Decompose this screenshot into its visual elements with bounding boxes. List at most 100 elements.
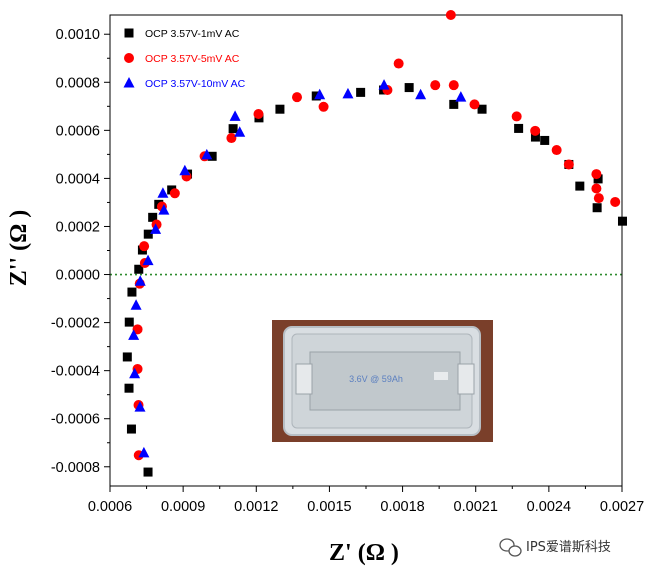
data-point (415, 88, 427, 100)
data-point (124, 317, 134, 327)
inset-sticker (434, 372, 448, 380)
data-point (143, 467, 153, 477)
data-point (139, 241, 150, 252)
inset-battery-label: 3.6V @ 59Ah (349, 374, 403, 384)
y-tick-label: 0.0000 (56, 268, 100, 284)
data-point (150, 223, 162, 234)
data-point (530, 125, 541, 136)
data-point (430, 80, 441, 91)
data-point (575, 181, 585, 191)
y-tick-label: 0.0002 (56, 219, 100, 235)
x-tick-label: 0.0006 (88, 499, 132, 515)
data-point (138, 446, 150, 458)
data-point (253, 109, 264, 120)
data-point (142, 254, 154, 266)
x-tick-label: 0.0024 (527, 499, 571, 515)
data-point (563, 159, 574, 170)
inset-tab-left (295, 363, 313, 395)
data-point (275, 104, 285, 114)
series-triangle (128, 79, 467, 458)
y-tick-label: -0.0002 (51, 316, 100, 332)
wechat-icon (499, 538, 522, 557)
axis-layer: 0.0006 0.0009 0.0012 0.0015 0.0018 0.0021 0.00… (6, 14, 644, 566)
legend-label: OCP 3.57V-1mV AC (145, 28, 240, 40)
data-point (134, 275, 146, 286)
x-axis: 0.0006 0.0009 0.0012 0.0015 0.0018 0.0021 0.00… (88, 486, 644, 515)
x-axis-title: Z' (Ω ) (329, 540, 399, 566)
x-tick-label: 0.0018 (380, 499, 424, 515)
data-point (314, 88, 326, 100)
data-point (134, 401, 146, 412)
y-axis-title: Z'' (Ω ) (6, 210, 32, 287)
data-point (378, 79, 390, 90)
data-point (514, 123, 524, 133)
data-point (318, 101, 329, 112)
data-point (610, 196, 621, 207)
data-point (449, 99, 459, 109)
watermark-text: IPS爱谱斯科技 (526, 540, 611, 555)
legend-marker (124, 28, 134, 38)
data-point (127, 287, 137, 297)
inset-battery-pouch (309, 351, 461, 411)
watermark: IPS爱谱斯科技 (499, 538, 611, 557)
data-point (143, 229, 153, 239)
data-point (207, 151, 217, 161)
data-point (511, 111, 522, 122)
data-point (130, 299, 142, 310)
data-point (179, 164, 191, 176)
data-point (342, 87, 354, 99)
data-point (124, 383, 134, 393)
x-tick-label: 0.0012 (234, 499, 278, 515)
data-point (445, 10, 456, 20)
series-circle (132, 10, 621, 461)
data-point (126, 424, 136, 434)
x-tick-label: 0.0021 (454, 499, 498, 515)
data-point (469, 99, 480, 110)
data-point (593, 174, 603, 184)
legend: OCP 3.57V-1mV AC OCP 3.57V-5mV AC OCP 3.57… (123, 28, 246, 90)
x-tick-label: 0.0015 (307, 499, 351, 515)
x-tick-label: 0.0027 (600, 499, 644, 515)
data-point (404, 83, 414, 93)
y-tick-label: -0.0008 (51, 460, 100, 476)
legend-label: OCP 3.57V-10mV AC (145, 78, 246, 90)
data-point (617, 216, 627, 226)
data-point (593, 193, 604, 204)
data-point (226, 133, 237, 144)
data-point (477, 104, 487, 114)
data-point (393, 58, 404, 69)
data-point (530, 132, 540, 142)
data-point (229, 110, 241, 121)
legend-marker (123, 77, 135, 88)
data-point (128, 329, 140, 340)
data-point (158, 204, 170, 215)
data-point (132, 324, 143, 335)
y-tick-label: 0.0010 (56, 27, 100, 43)
y-axis: -0.0008 -0.0006 -0.0004 -0.0002 0.0000 0.0002… (51, 27, 110, 476)
data-point (551, 145, 562, 156)
y-tick-label: -0.0004 (51, 364, 100, 380)
data-point (129, 367, 141, 379)
x-tick-label: 0.0009 (161, 499, 205, 515)
data-point (134, 264, 144, 274)
data-point (292, 92, 303, 103)
legend-marker (124, 53, 134, 63)
data-point (540, 135, 550, 145)
data-point (228, 124, 238, 134)
data-point (201, 148, 213, 160)
y-tick-label: -0.0006 (51, 412, 100, 428)
legend-label: OCP 3.57V-5mV AC (145, 53, 240, 65)
inset-tab-right (457, 363, 475, 395)
data-point (157, 187, 169, 198)
data-point (591, 183, 602, 194)
data-point (592, 203, 602, 213)
data-point (148, 212, 158, 222)
data-point (169, 188, 180, 199)
y-tick-label: 0.0008 (56, 75, 100, 91)
data-point (455, 91, 467, 102)
y-tick-label: 0.0004 (56, 171, 100, 187)
data-point (591, 169, 602, 180)
data-point (234, 126, 246, 137)
data-point (122, 352, 132, 362)
